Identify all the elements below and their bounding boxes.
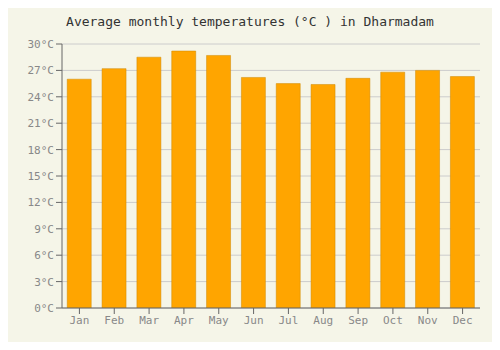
svg-text:27°C: 27°C	[28, 64, 55, 77]
svg-text:9°C: 9°C	[34, 223, 54, 236]
svg-text:Apr: Apr	[174, 314, 194, 327]
html-text:Average monthly temperatures (: Average monthly temperatures (°C ) in Dh…	[66, 14, 434, 29]
svg-text:Jun: Jun	[244, 314, 264, 327]
svg-text:21°C: 21°C	[28, 117, 55, 130]
svg-text:Dec: Dec	[453, 314, 473, 327]
svg-text:Nov: Nov	[418, 314, 438, 327]
svg-text:Mar: Mar	[139, 314, 159, 327]
svg-text:6°C: 6°C	[34, 249, 54, 262]
svg-text:3°C: 3°C	[34, 276, 54, 289]
svg-text:0°C: 0°C	[34, 302, 54, 315]
svg-text:18°C: 18°C	[28, 144, 55, 157]
svg-text:24°C: 24°C	[28, 91, 55, 104]
svg-text:May: May	[209, 314, 229, 327]
svg-text:Sep: Sep	[348, 314, 368, 327]
svg-text:30°C: 30°C	[28, 38, 55, 51]
svg-text:12°C: 12°C	[28, 196, 55, 209]
svg-text:Jul: Jul	[278, 314, 298, 327]
svg-text:Feb: Feb	[104, 314, 124, 327]
svg-text:Jan: Jan	[69, 314, 89, 327]
svg-text:15°C: 15°C	[28, 170, 55, 183]
svg-text:Oct: Oct	[383, 314, 403, 327]
svg-text:Aug: Aug	[313, 314, 333, 327]
